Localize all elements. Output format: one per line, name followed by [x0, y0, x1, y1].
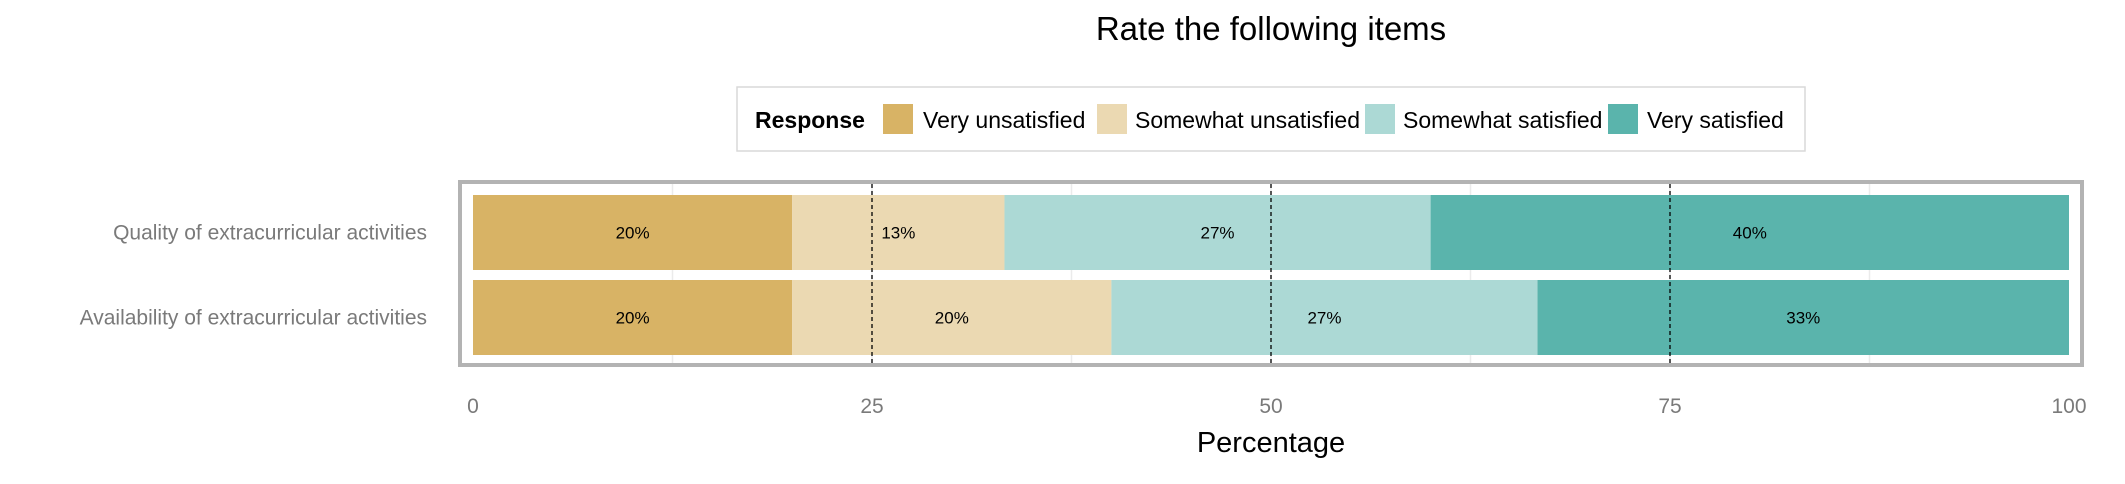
x-axis-title: Percentage: [1197, 427, 1345, 459]
legend: Response Very unsatisfied Somewhat unsati…: [736, 86, 1806, 152]
bar-segment: [1004, 195, 1431, 270]
bars: [473, 195, 2069, 355]
bar-value-label: 20%: [616, 309, 650, 328]
bar-value-label: 40%: [1733, 224, 1767, 243]
x-tick-label: 75: [1658, 395, 1681, 418]
chart-title: Rate the following items: [1096, 10, 1446, 47]
bar-value-label: 27%: [1201, 224, 1235, 243]
plot-frame: [458, 180, 2084, 367]
bar-segment: [1430, 195, 2069, 270]
legend-swatch: [1608, 104, 1638, 134]
legend-label: Somewhat satisfied: [1403, 107, 1602, 133]
legend-title: Response: [755, 107, 865, 133]
legend-label: Very satisfied: [1647, 107, 1784, 133]
legend-label: Somewhat unsatisfied: [1135, 107, 1360, 133]
bar-value-label: 13%: [881, 224, 915, 243]
bar-segment: [792, 195, 1005, 270]
category-labels: Quality of extracurricular activities Ava…: [80, 222, 427, 330]
category-label: Availability of extracurricular activiti…: [80, 307, 427, 330]
x-tick-label: 100: [2051, 395, 2086, 418]
reference-lines: [871, 184, 1671, 363]
bar-segment: [473, 195, 793, 270]
legend-label: Very unsatisfied: [923, 107, 1085, 133]
x-axis-ticks: 0 25 50 75 100: [467, 395, 2086, 418]
bar-segment: [473, 280, 793, 355]
bar-segment: [1111, 280, 1538, 355]
bar-value-label: 27%: [1307, 309, 1341, 328]
bar-value-label: 33%: [1786, 309, 1820, 328]
x-tick-label: 50: [1259, 395, 1282, 418]
bar-value-label: 20%: [616, 224, 650, 243]
x-tick-label: 0: [467, 395, 479, 418]
legend-swatch: [1365, 104, 1395, 134]
category-label: Quality of extracurricular activities: [113, 222, 427, 245]
legend-swatch: [1097, 104, 1127, 134]
bar-segment: [792, 280, 1112, 355]
plot-area: 20% 13% 27% 40% 20% 20% 27% 33%: [458, 180, 2084, 367]
legend-items: Very unsatisfied Somewhat unsatisfied Some…: [883, 104, 1784, 134]
bar-segment: [1537, 280, 2069, 355]
x-tick-label: 25: [860, 395, 883, 418]
legend-swatch: [883, 104, 913, 134]
bar-labels: 20% 13% 27% 40% 20% 20% 27% 33%: [616, 224, 1821, 328]
bar-value-label: 20%: [935, 309, 969, 328]
